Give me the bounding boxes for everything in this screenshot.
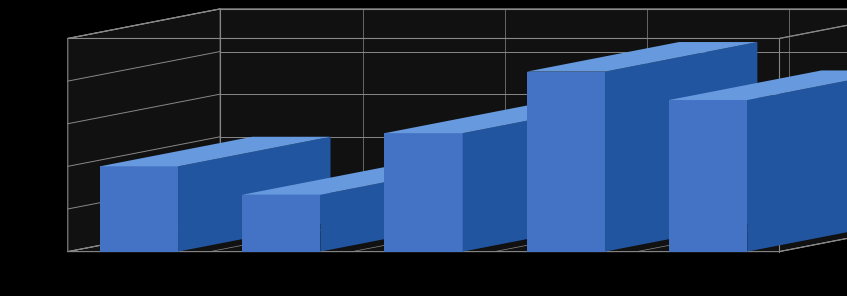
Polygon shape [242, 165, 473, 195]
Polygon shape [220, 9, 847, 222]
Polygon shape [605, 42, 757, 252]
Polygon shape [68, 9, 220, 252]
Polygon shape [462, 104, 615, 252]
Polygon shape [527, 42, 757, 72]
Polygon shape [669, 100, 747, 252]
Polygon shape [100, 166, 178, 252]
Polygon shape [385, 133, 462, 252]
Polygon shape [385, 104, 615, 133]
Polygon shape [527, 72, 605, 252]
Polygon shape [100, 137, 330, 166]
Polygon shape [242, 195, 320, 252]
Polygon shape [178, 137, 330, 252]
Polygon shape [669, 70, 847, 100]
Polygon shape [320, 165, 473, 252]
Polygon shape [747, 70, 847, 252]
Polygon shape [68, 222, 847, 252]
